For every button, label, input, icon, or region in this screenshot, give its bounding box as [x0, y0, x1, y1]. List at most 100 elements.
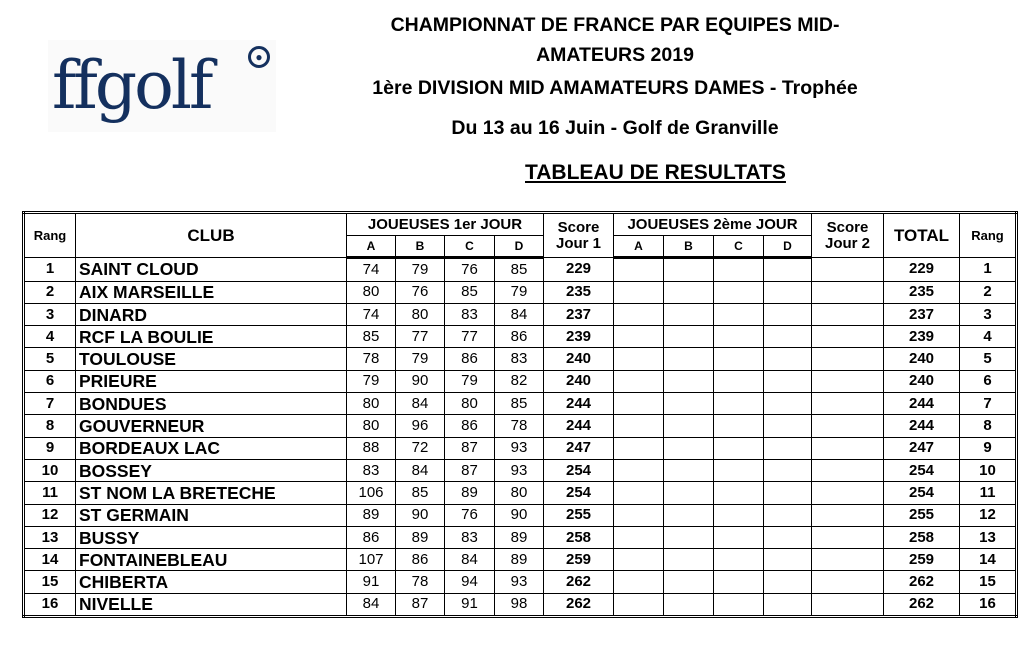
- day1-player-d-score: 85: [494, 257, 544, 282]
- day1-player-a-score: 91: [346, 570, 396, 594]
- day2-player-c-score: [713, 414, 764, 438]
- rang-final-cell: 11: [959, 481, 1017, 505]
- total-cell: 262: [883, 592, 960, 618]
- day2-player-d-score: [763, 570, 812, 594]
- table-row: 1 SAINT CLOUD 74 79 76 85 229 229 1: [23, 257, 1017, 282]
- day2-player-b-score: [663, 347, 714, 371]
- score-jour1-cell: 262: [543, 570, 614, 594]
- score-jour1-cell: 262: [543, 592, 614, 618]
- table-row: 9 BORDEAUX LAC 88 72 87 93 247 247 9: [23, 436, 1017, 460]
- total-cell: 240: [883, 347, 960, 371]
- header-score-jour1: Score Jour 1: [543, 211, 614, 259]
- day2-player-d-score: [763, 325, 812, 349]
- day1-player-c-score: 87: [444, 458, 495, 483]
- header-day2-d: D: [763, 235, 812, 260]
- club-cell: DINARD: [75, 302, 347, 327]
- day2-player-b-score: [663, 548, 714, 572]
- header-day2-c: C: [713, 235, 764, 260]
- day1-player-c-score: 89: [444, 481, 495, 505]
- day2-player-d-score: [763, 302, 812, 327]
- day2-player-d-score: [763, 280, 812, 304]
- club-cell: AIX MARSEILLE: [75, 280, 347, 304]
- club-cell: TOULOUSE: [75, 347, 347, 371]
- day1-player-d-score: 93: [494, 436, 544, 460]
- day2-player-d-score: [763, 458, 812, 483]
- table-row: 10 BOSSEY 83 84 87 93 254 254 10: [23, 458, 1017, 483]
- day2-player-a-score: [613, 525, 664, 550]
- score-jour1-cell: 235: [543, 280, 614, 304]
- total-cell: 244: [883, 392, 960, 416]
- day1-player-d-score: 89: [494, 525, 544, 550]
- day1-player-c-score: 87: [444, 436, 495, 460]
- day2-player-c-score: [713, 325, 764, 349]
- day2-player-d-score: [763, 392, 812, 416]
- rang-final-cell: 3: [959, 302, 1017, 327]
- day2-player-c-score: [713, 481, 764, 505]
- day1-player-d-score: 82: [494, 369, 544, 394]
- day1-player-c-score: 86: [444, 347, 495, 371]
- day2-player-c-score: [713, 302, 764, 327]
- rang-final-cell: 13: [959, 525, 1017, 550]
- day2-player-b-score: [663, 302, 714, 327]
- table-row: 5 TOULOUSE 78 79 86 83 240 240 5: [23, 347, 1017, 371]
- day2-player-b-score: [663, 414, 714, 438]
- header-day2-players: JOUEUSES 2ème JOUR: [613, 211, 812, 237]
- table-row: 2 AIX MARSEILLE 80 76 85 79 235 235 2: [23, 280, 1017, 304]
- day2-player-d-score: [763, 503, 812, 527]
- table-row: 12 ST GERMAIN 89 90 76 90 255 255 12: [23, 503, 1017, 527]
- day2-player-c-score: [713, 525, 764, 550]
- header-day2-b: B: [663, 235, 714, 260]
- day1-player-a-score: 107: [346, 548, 396, 572]
- score-jour2-cell: [811, 570, 884, 594]
- total-cell: 229: [883, 257, 960, 282]
- day1-player-b-score: 90: [395, 369, 445, 394]
- day2-player-c-score: [713, 280, 764, 304]
- day1-player-b-score: 76: [395, 280, 445, 304]
- day1-player-b-score: 87: [395, 592, 445, 618]
- day1-player-b-score: 72: [395, 436, 445, 460]
- score-jour2-cell: [811, 257, 884, 282]
- score-jour2-cell: [811, 347, 884, 371]
- day1-player-b-score: 84: [395, 392, 445, 416]
- table-row: 6 PRIEURE 79 90 79 82 240 240 6: [23, 369, 1017, 394]
- club-cell: BORDEAUX LAC: [75, 436, 347, 460]
- day1-player-b-score: 78: [395, 570, 445, 594]
- day1-player-d-score: 90: [494, 503, 544, 527]
- day2-player-d-score: [763, 436, 812, 460]
- header-score-label: Score: [557, 218, 600, 236]
- score-jour1-cell: 244: [543, 392, 614, 416]
- day1-player-d-score: 98: [494, 592, 544, 618]
- day1-player-a-score: 80: [346, 280, 396, 304]
- table-row: 11 ST NOM LA BRETECHE 106 85 89 80 254 254 11: [23, 481, 1017, 505]
- rang-cell: 11: [23, 481, 76, 505]
- day1-player-a-score: 74: [346, 302, 396, 327]
- day2-player-c-score: [713, 347, 764, 371]
- header-total: TOTAL: [883, 211, 960, 259]
- total-cell: 255: [883, 503, 960, 527]
- title-line-1: CHAMPIONNAT DE FRANCE PAR EQUIPES MID-: [390, 14, 840, 36]
- day2-player-d-score: [763, 525, 812, 550]
- rang-final-cell: 1: [959, 257, 1017, 282]
- day1-player-c-score: 79: [444, 369, 495, 394]
- total-cell: 235: [883, 280, 960, 304]
- rang-cell: 7: [23, 392, 76, 416]
- day1-player-d-score: 93: [494, 570, 544, 594]
- rang-cell: 8: [23, 414, 76, 438]
- header-score-jour2: Score Jour 2: [811, 211, 884, 259]
- rang-cell: 4: [23, 325, 76, 349]
- header-club: CLUB: [75, 211, 347, 259]
- day1-player-b-score: 80: [395, 302, 445, 327]
- day2-player-a-score: [613, 392, 664, 416]
- rang-final-cell: 4: [959, 325, 1017, 349]
- total-cell: 262: [883, 570, 960, 594]
- rang-cell: 10: [23, 458, 76, 483]
- day1-player-c-score: 94: [444, 570, 495, 594]
- total-cell: 247: [883, 436, 960, 460]
- score-jour2-cell: [811, 369, 884, 394]
- day2-player-a-score: [613, 347, 664, 371]
- score-jour1-cell: 229: [543, 257, 614, 282]
- score-jour1-cell: 237: [543, 302, 614, 327]
- day2-player-d-score: [763, 414, 812, 438]
- day2-player-c-score: [713, 392, 764, 416]
- total-cell: 239: [883, 325, 960, 349]
